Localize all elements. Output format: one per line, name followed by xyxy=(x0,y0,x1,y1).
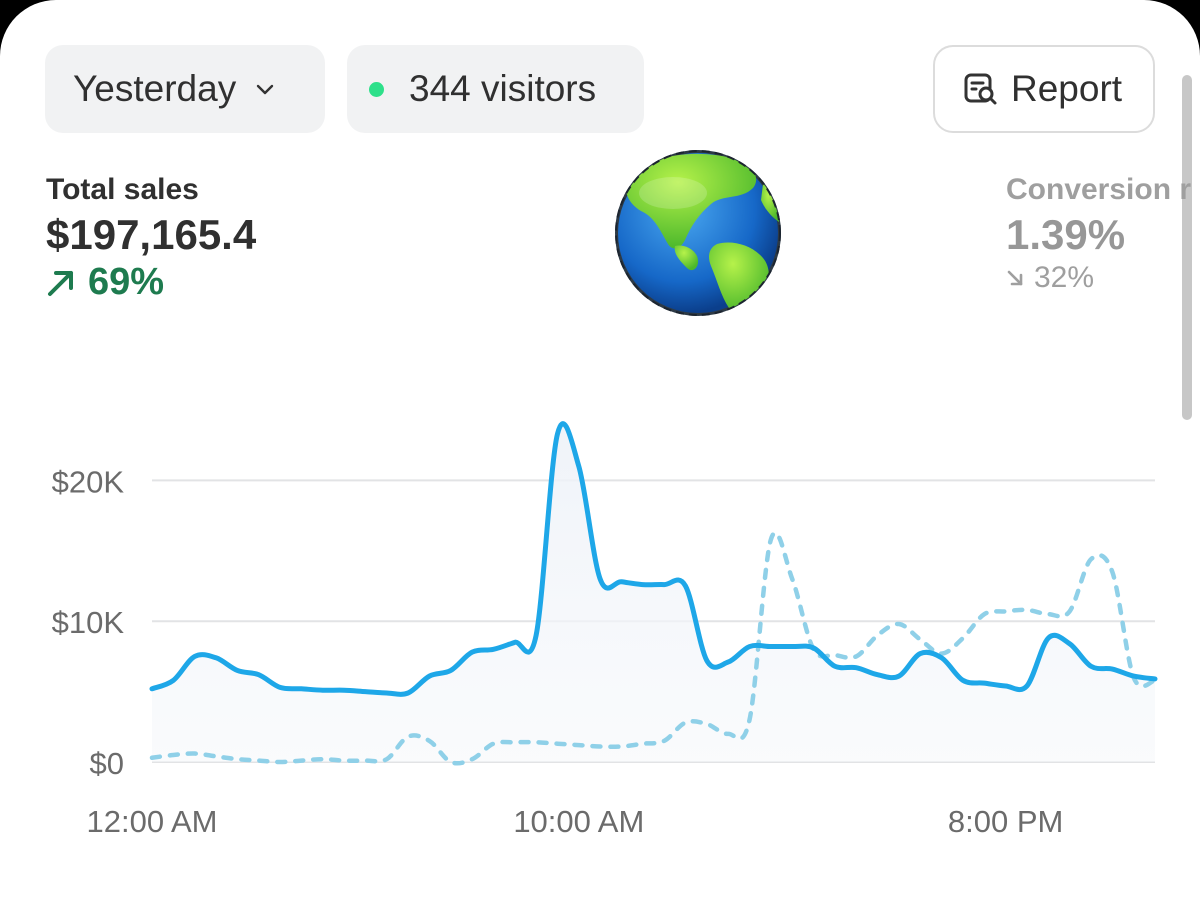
total-sales-metric[interactable]: Total sales $197,165.4 69% xyxy=(46,173,256,304)
visitors-count: 344 visitors xyxy=(409,68,597,109)
y-tick-label: $20K xyxy=(52,464,125,499)
y-tick-label: $0 xyxy=(90,746,124,781)
report-button[interactable]: Report xyxy=(933,45,1155,133)
arrow-down-right-icon xyxy=(1007,270,1023,286)
x-tick-label: 10:00 AM xyxy=(513,804,644,839)
date-range-dropdown[interactable]: Yesterday xyxy=(45,45,325,133)
x-tick-label: 8:00 PM xyxy=(948,804,1063,839)
x-tick-label: 12:00 AM xyxy=(87,804,218,839)
sales-series-line xyxy=(149,421,1158,697)
conversion-rate-label: Conversion r xyxy=(1006,173,1192,206)
sales-area-fill xyxy=(152,423,1155,762)
total-sales-value: $197,165.4 xyxy=(46,211,257,258)
conversion-rate-change: 32% xyxy=(1006,261,1200,295)
total-sales-label: Total sales xyxy=(46,173,199,206)
conversion-rate-change-value: 32% xyxy=(1034,261,1095,294)
conversion-rate-value: 1.39% xyxy=(1006,211,1126,258)
comparison-series-line xyxy=(149,530,1158,766)
y-tick-label: $10K xyxy=(52,605,125,640)
live-status-dot xyxy=(369,81,384,97)
scrollbar[interactable] xyxy=(1182,75,1192,420)
arrow-up-right-icon xyxy=(48,270,73,296)
total-sales-change-value: 69% xyxy=(88,261,165,303)
live-visitors-pill[interactable]: 344 visitors xyxy=(347,45,644,133)
sales-line-chart[interactable]: $0 $10K $20K 12:00 AM 10:00 AM 8:00 PM xyxy=(0,400,1200,850)
date-range-label: Yesterday xyxy=(73,68,237,109)
report-label: Report xyxy=(1011,68,1123,109)
globe-emoji xyxy=(615,150,781,316)
conversion-rate-metric[interactable]: Conversion r 1.39% 32% xyxy=(1006,173,1200,295)
report-search-icon xyxy=(964,73,997,105)
chevron-down-icon xyxy=(257,84,274,95)
total-sales-change: 69% xyxy=(46,261,256,304)
